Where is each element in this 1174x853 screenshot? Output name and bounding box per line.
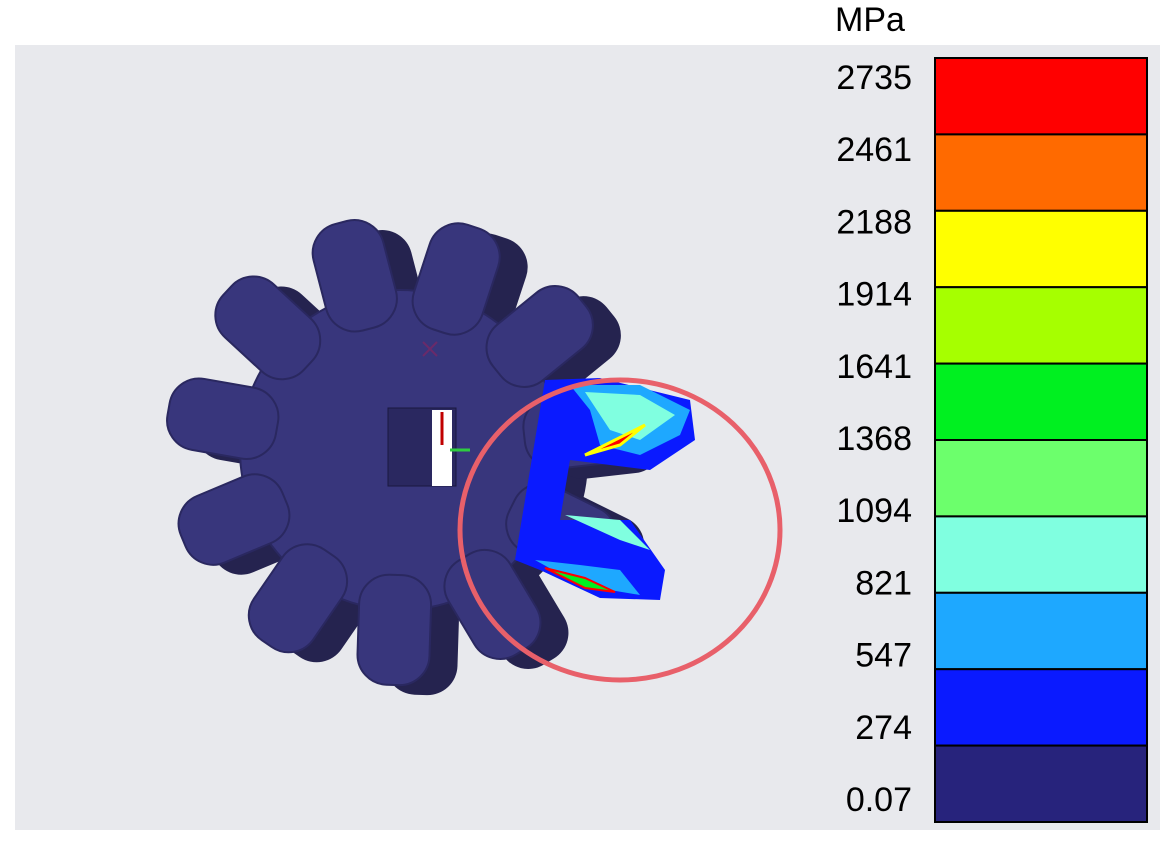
legend-band <box>935 211 1147 287</box>
legend-label: 2735 <box>836 59 912 97</box>
gear-tooth <box>357 574 432 686</box>
legend-band <box>935 364 1147 440</box>
legend-band <box>935 134 1147 210</box>
legend-band <box>935 669 1147 745</box>
legend-label: 1641 <box>836 348 912 386</box>
legend-band <box>935 287 1147 363</box>
legend-band <box>935 440 1147 516</box>
screenshot: MPa 2735 2461 2188 1914 1641 1368 1094 821 547 27… <box>0 0 1174 853</box>
legend-label: 821 <box>855 564 912 602</box>
page: MPa 2735 2461 2188 1914 1641 1368 1094 821 547 27… <box>0 0 1174 853</box>
legend-band <box>935 58 1147 134</box>
legend-label: 2188 <box>836 203 912 241</box>
legend-band <box>935 746 1147 822</box>
legend-unit: MPa <box>835 1 905 39</box>
legend-band <box>935 516 1147 592</box>
legend-label: 1368 <box>836 420 912 458</box>
legend-band <box>935 593 1147 669</box>
legend-label: 274 <box>855 709 912 747</box>
legend-label: 0.07 <box>846 781 912 819</box>
legend-label: 547 <box>855 637 912 675</box>
legend-label: 1094 <box>836 492 912 530</box>
legend-label: 1914 <box>836 276 912 314</box>
legend-label: 2461 <box>836 131 912 169</box>
